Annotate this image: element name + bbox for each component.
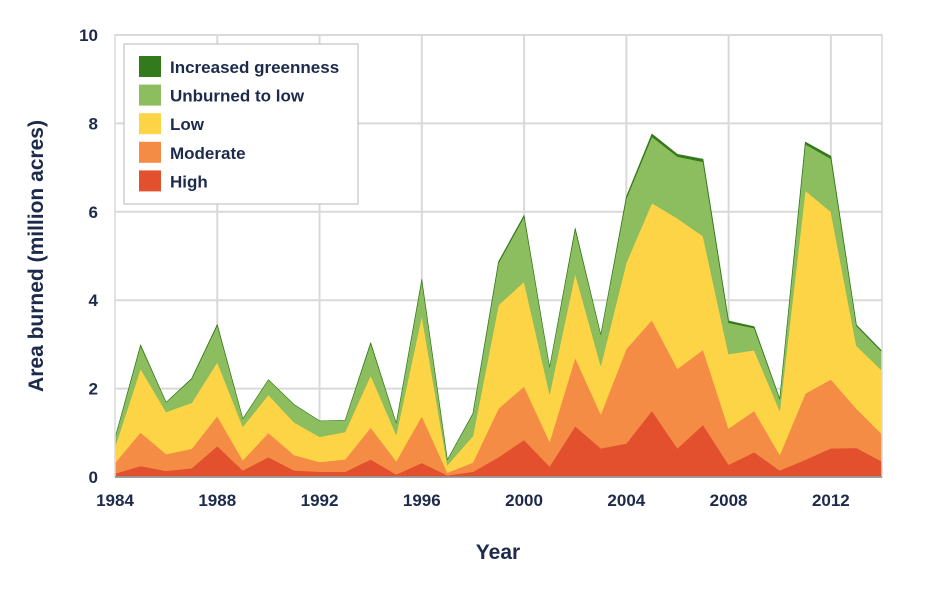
legend: Increased greenness Unburned to low Low Mod… <box>123 43 359 205</box>
y-tick-label-10: 10 <box>79 26 98 45</box>
x-tick-label-2008: 2008 <box>710 491 748 510</box>
legend-label-increased-greenness: Increased greenness <box>170 58 339 77</box>
legend-box <box>123 43 359 205</box>
x-tick-label-2012: 2012 <box>812 491 850 510</box>
x-tick-label-1988: 1988 <box>198 491 236 510</box>
y-tick-label-0: 0 <box>89 468 98 487</box>
plot-frame <box>114 34 883 478</box>
y-tick-label-8: 8 <box>89 114 98 133</box>
x-axis-ticks: 1984 1988 1992 1996 2000 2004 2008 2012 <box>96 491 850 510</box>
y-axis-ticks: 0 2 4 6 8 10 <box>79 26 98 487</box>
x-tick-label-1984: 1984 <box>96 491 134 510</box>
legend-label-high: High <box>170 172 208 191</box>
x-tick-label-1992: 1992 <box>301 491 339 510</box>
legend-swatch-increased-greenness <box>139 56 161 77</box>
x-tick-label-1996: 1996 <box>403 491 441 510</box>
legend-label-moderate: Moderate <box>170 144 246 163</box>
y-tick-label-2: 2 <box>89 380 98 399</box>
x-tick-label-2000: 2000 <box>505 491 543 510</box>
legend-label-unburned-to-low: Unburned to low <box>170 87 305 106</box>
x-axis-title: Year <box>476 541 520 564</box>
legend-swatch-high <box>139 170 161 192</box>
legend-swatch-moderate <box>139 141 161 163</box>
x-tick-label-2004: 2004 <box>607 491 645 510</box>
y-tick-label-6: 6 <box>89 203 98 222</box>
legend-swatch-low <box>139 113 161 135</box>
legend-label-low: Low <box>170 115 205 134</box>
y-tick-label-4: 4 <box>89 291 99 310</box>
legend-swatch-unburned-to-low <box>139 84 161 106</box>
legend-items: Increased greenness Unburned to low Low Mod… <box>139 56 339 192</box>
y-axis-title: Area burned (million acres) <box>25 120 48 392</box>
